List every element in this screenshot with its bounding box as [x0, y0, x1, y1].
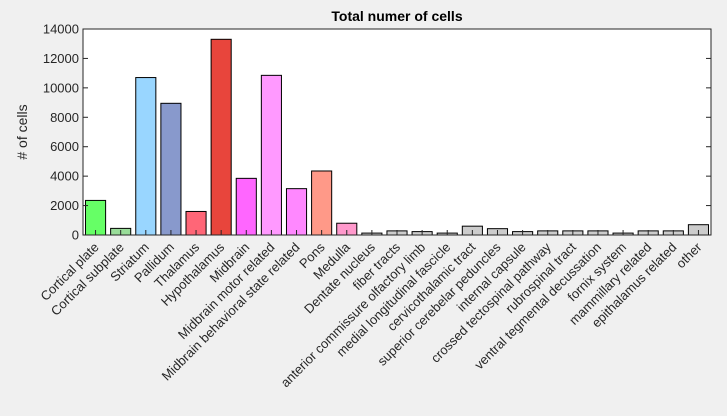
bar-8 [285, 188, 308, 236]
bar-2 [135, 77, 157, 236]
bar-6 [235, 177, 257, 236]
y-tick-label-4: 8000 [50, 110, 79, 125]
bar-0 [85, 199, 107, 236]
y-tick-label-7: 14000 [43, 22, 79, 37]
y-ticks-group: 0 2000 4000 6000 8000 10000 12000 14000 [43, 22, 711, 243]
bar-3 [160, 102, 182, 236]
y-axis-label: # of cells [14, 104, 30, 159]
plot-area [83, 29, 711, 235]
y-tick-label-2: 4000 [50, 169, 79, 184]
y-tick-label-6: 12000 [43, 51, 79, 66]
bar-5 [210, 38, 232, 236]
bar-7 [260, 74, 282, 236]
y-tick-label-3: 6000 [50, 139, 79, 154]
bars-group [85, 38, 709, 236]
chart-title: Total numer of cells [331, 8, 462, 24]
bar-9 [311, 170, 333, 236]
y-tick-label-0: 0 [72, 228, 79, 243]
x-tick-label-24: other [673, 239, 705, 271]
plot-frame [82, 28, 712, 236]
y-tick-label-5: 10000 [43, 80, 79, 95]
y-tick-label-1: 2000 [50, 198, 79, 213]
